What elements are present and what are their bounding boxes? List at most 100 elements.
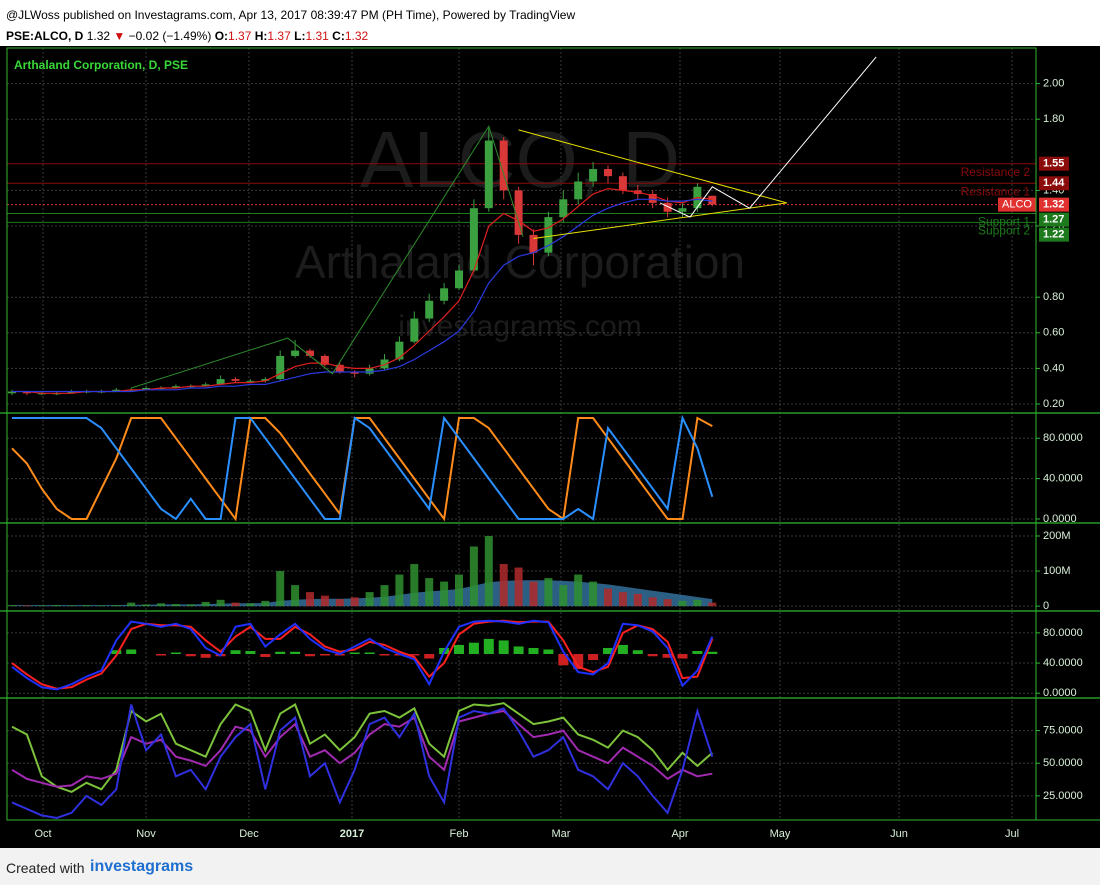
histogram-bar bbox=[156, 654, 166, 656]
symbol: PSE:ALCO, D bbox=[6, 29, 84, 43]
volume-bar bbox=[618, 592, 627, 607]
series-line bbox=[12, 414, 714, 521]
y-tick-label: 75.0000 bbox=[1043, 725, 1083, 737]
price-box bbox=[1039, 197, 1069, 212]
chart-title: Arthaland Corporation, D, PSE bbox=[14, 58, 188, 72]
published-line: @JLWoss published on Investagrams.com, A… bbox=[6, 8, 576, 22]
candle-body bbox=[380, 359, 389, 369]
series-line bbox=[11, 416, 713, 522]
ohlc-label: C: bbox=[332, 29, 345, 43]
candle-body bbox=[410, 318, 419, 342]
y-tick-label: 0.0000 bbox=[1043, 687, 1077, 699]
trendline bbox=[533, 202, 787, 239]
candle-body bbox=[335, 364, 344, 372]
volume-bar bbox=[678, 600, 687, 607]
volume-bar bbox=[157, 603, 165, 607]
ohlc-label: O: bbox=[214, 29, 229, 43]
candle-body bbox=[171, 386, 180, 388]
volume-bar bbox=[514, 567, 523, 607]
histogram-bar bbox=[707, 651, 718, 654]
volume-bar bbox=[22, 605, 31, 607]
trendline bbox=[518, 129, 787, 204]
candle-body bbox=[604, 169, 612, 177]
plots: Resistance 2 Resistance 1 Support 1Support… bbox=[7, 56, 1036, 820]
candle-body bbox=[484, 140, 493, 209]
y-tick-label: 0.60 bbox=[1043, 327, 1064, 339]
y-tick-label: 1.80 bbox=[1043, 113, 1064, 125]
last-price: 1.32 bbox=[86, 29, 111, 43]
candle-body bbox=[231, 379, 240, 381]
candle-body bbox=[261, 379, 270, 381]
candle-body bbox=[142, 387, 151, 390]
level-name: Support 1 bbox=[978, 215, 1030, 229]
candle-body bbox=[201, 384, 210, 387]
trendline bbox=[659, 56, 877, 218]
x-tick-label: 2017 bbox=[340, 828, 364, 840]
y-tick-label: 0.40 bbox=[1043, 362, 1064, 374]
histogram-bar bbox=[454, 644, 464, 654]
histogram-bar bbox=[364, 652, 375, 654]
histogram-bar bbox=[379, 654, 390, 656]
ohlc-label: H: bbox=[254, 29, 268, 43]
volume-bar bbox=[663, 599, 672, 607]
panel: Resistance 2 Resistance 1 Support 1Support… bbox=[7, 56, 1036, 396]
volume-bar bbox=[589, 581, 598, 607]
brand: investagrams bbox=[90, 858, 194, 875]
candle-body bbox=[469, 208, 478, 271]
price-box-label: 1.44 bbox=[1043, 177, 1065, 189]
candle-body bbox=[320, 355, 329, 365]
candle-body bbox=[514, 190, 523, 235]
histogram-bar bbox=[305, 654, 315, 657]
histogram-bar bbox=[632, 650, 643, 654]
volume-bar bbox=[291, 585, 300, 607]
histogram-bar bbox=[647, 654, 658, 657]
candle-body bbox=[112, 389, 121, 392]
ohlc-value: 1.37 bbox=[228, 29, 252, 43]
volume-bar bbox=[320, 595, 329, 607]
volume-bar bbox=[708, 602, 717, 607]
volume-bar bbox=[335, 599, 344, 607]
volume-bar bbox=[425, 578, 434, 607]
candle-body bbox=[708, 195, 717, 205]
change: −0.02 (−1.49%) bbox=[128, 29, 212, 43]
volume-bar bbox=[97, 605, 106, 607]
volume-bar bbox=[380, 585, 389, 607]
x-tick-label: Jun bbox=[890, 828, 908, 840]
candle-body bbox=[22, 391, 31, 394]
candle-body bbox=[246, 380, 255, 382]
y-tick-label: 80.0000 bbox=[1043, 627, 1083, 639]
ohlc-value: 1.31 bbox=[305, 29, 329, 43]
y-tick-label: 200M bbox=[1043, 530, 1071, 542]
volume-bar bbox=[455, 574, 463, 607]
volume-bar bbox=[499, 564, 508, 607]
volume-bar bbox=[186, 604, 195, 607]
volume-bar bbox=[246, 603, 255, 607]
volume-bar bbox=[276, 571, 285, 607]
candle-body bbox=[67, 391, 76, 394]
candle-body bbox=[559, 199, 568, 218]
price-box bbox=[1039, 156, 1069, 171]
histogram-bar bbox=[573, 654, 584, 670]
volume-bar bbox=[559, 585, 568, 607]
y-tick-label: 25.0000 bbox=[1043, 790, 1083, 802]
volume-bar bbox=[261, 600, 270, 607]
x-tick-label: Nov bbox=[136, 828, 156, 840]
ohlc: O:1.37 H:1.37 L:1.31 C:1.32 bbox=[215, 29, 368, 43]
candle-body bbox=[425, 300, 434, 319]
histogram-bar bbox=[558, 654, 569, 666]
candle-body bbox=[365, 368, 374, 374]
y-tick-label: 40.0000 bbox=[1043, 473, 1083, 485]
level-name: Support 2 bbox=[978, 224, 1030, 238]
level-name: Resistance 2 bbox=[961, 165, 1031, 179]
volume-bar bbox=[216, 599, 225, 607]
volume-bar bbox=[648, 597, 657, 607]
ohlc-label: L: bbox=[294, 29, 306, 43]
x-tick-label: Dec bbox=[239, 828, 259, 840]
y-tick-label: 40.0000 bbox=[1043, 657, 1083, 669]
header: @JLWoss published on Investagrams.com, A… bbox=[0, 0, 1100, 46]
panel bbox=[11, 702, 714, 820]
candle-body bbox=[529, 234, 538, 253]
histogram-bar bbox=[483, 638, 494, 654]
symbol-box bbox=[998, 197, 1036, 212]
